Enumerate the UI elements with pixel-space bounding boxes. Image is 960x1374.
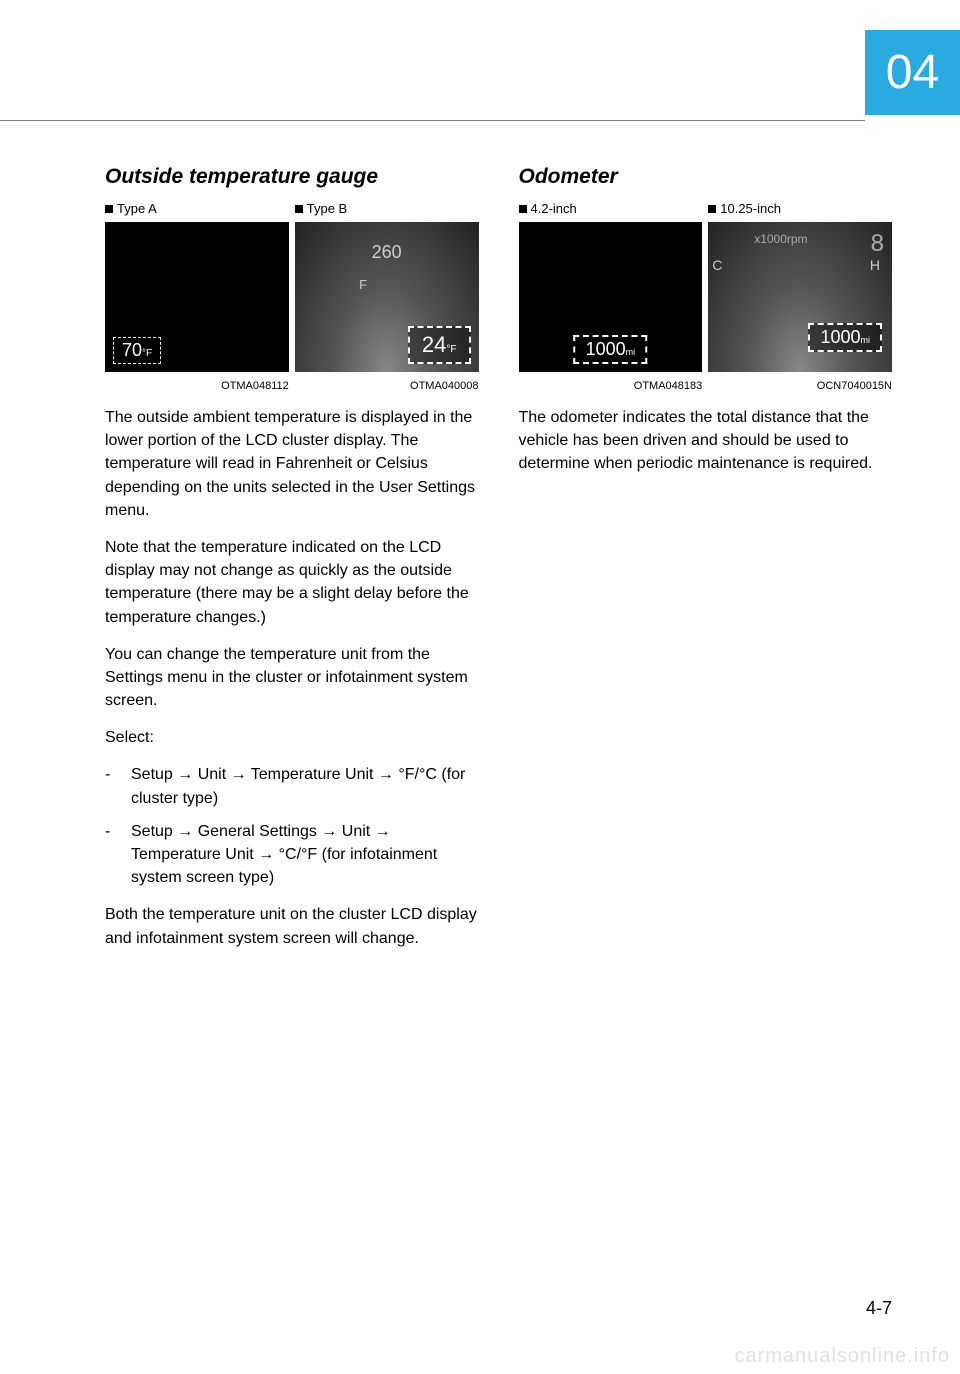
paragraph: The odometer indicates the total distanc… bbox=[519, 406, 893, 476]
temperature-readout: 70°F bbox=[113, 337, 161, 364]
page-number: 4-7 bbox=[866, 1298, 892, 1319]
figure-row-odometer: 4.2-inch 1000mi 10.25-inch x1000rpm 8 C bbox=[519, 201, 893, 372]
bullet-square-icon bbox=[708, 205, 716, 213]
gauge-number: 260 bbox=[372, 242, 402, 263]
gauge-display-type-b: 260 F 24°F bbox=[295, 222, 479, 372]
odometer-readout: 1000mi bbox=[574, 335, 648, 364]
bullet-square-icon bbox=[295, 205, 303, 213]
figure-code: OCN7040015N bbox=[708, 376, 892, 392]
odo-unit: mi bbox=[626, 347, 636, 357]
figure-row-temperature: Type A 70°F Type B 260 F 24°F bbox=[105, 201, 479, 372]
chapter-tab: 04 bbox=[865, 30, 960, 115]
temperature-readout: 24°F bbox=[408, 326, 471, 364]
figure-label: Type B bbox=[295, 201, 479, 216]
section-title-odometer: Odometer bbox=[519, 165, 893, 189]
temp-value: 24 bbox=[422, 332, 446, 357]
dash-icon: - bbox=[105, 763, 110, 786]
figure-label: 10.25-inch bbox=[708, 201, 892, 216]
bullet-square-icon bbox=[519, 205, 527, 213]
gauge-letter-h: H bbox=[870, 257, 880, 273]
paragraph: Both the temperature unit on the cluster… bbox=[105, 903, 479, 949]
figure-temp-type-a: Type A 70°F bbox=[105, 201, 289, 372]
figure-label: Type A bbox=[105, 201, 289, 216]
right-column: Odometer 4.2-inch 1000mi 10.25-inch bbox=[519, 165, 893, 964]
figure-label-text: Type A bbox=[117, 201, 157, 216]
list-item: - Setup → General Settings → Unit → Temp… bbox=[105, 820, 479, 890]
list-item-text: Setup → Unit → Temperature Unit → °F/°C … bbox=[131, 766, 465, 806]
odo-value: 1000 bbox=[586, 339, 626, 359]
select-label: Select: bbox=[105, 726, 479, 749]
odo-value: 1000 bbox=[820, 327, 860, 347]
gauge-letter: F bbox=[359, 277, 367, 292]
figure-code-row: OTMA048183 OCN7040015N bbox=[519, 376, 893, 392]
bullet-square-icon bbox=[105, 205, 113, 213]
figure-code: OTMA048112 bbox=[105, 376, 289, 392]
odo-unit: mi bbox=[861, 335, 871, 345]
figure-odo-4-2-inch: 4.2-inch 1000mi bbox=[519, 201, 703, 372]
figure-label-text: Type B bbox=[307, 201, 347, 216]
paragraph: Note that the temperature indicated on t… bbox=[105, 536, 479, 629]
figure-code: OTMA048183 bbox=[519, 376, 703, 392]
left-column: Outside temperature gauge Type A 70°F Ty… bbox=[105, 165, 479, 964]
figure-odo-10-25-inch: 10.25-inch x1000rpm 8 C H 1000mi bbox=[708, 201, 892, 372]
odometer-display-10-25: x1000rpm 8 C H 1000mi bbox=[708, 222, 892, 372]
page-content: Outside temperature gauge Type A 70°F Ty… bbox=[105, 165, 892, 964]
gauge-number-8: 8 bbox=[871, 230, 884, 258]
figure-code-row: OTMA048112 OTMA040008 bbox=[105, 376, 479, 392]
paragraph: The outside ambient temperature is displ… bbox=[105, 406, 479, 522]
figure-label-text: 10.25-inch bbox=[720, 201, 781, 216]
odometer-display-4-2: 1000mi bbox=[519, 222, 703, 372]
figure-label-text: 4.2-inch bbox=[531, 201, 577, 216]
rpm-label: x1000rpm bbox=[754, 232, 807, 246]
list-item: - Setup → Unit → Temperature Unit → °F/°… bbox=[105, 763, 479, 809]
figure-code: OTMA040008 bbox=[295, 376, 479, 392]
temp-value: 70 bbox=[122, 340, 142, 360]
header-divider bbox=[0, 120, 865, 121]
watermark: carmanualsonline.info bbox=[734, 1345, 950, 1368]
temp-unit: °F bbox=[142, 348, 152, 359]
odometer-readout: 1000mi bbox=[808, 323, 882, 352]
dash-icon: - bbox=[105, 820, 110, 843]
list-item-text: Setup → General Settings → Unit → Temper… bbox=[131, 823, 437, 886]
gauge-letter-c: C bbox=[712, 257, 722, 273]
figure-temp-type-b: Type B 260 F 24°F bbox=[295, 201, 479, 372]
gauge-display-type-a: 70°F bbox=[105, 222, 289, 372]
temp-unit: °F bbox=[446, 344, 456, 355]
paragraph: You can change the temperature unit from… bbox=[105, 643, 479, 713]
section-title-temperature: Outside temperature gauge bbox=[105, 165, 479, 189]
figure-label: 4.2-inch bbox=[519, 201, 703, 216]
